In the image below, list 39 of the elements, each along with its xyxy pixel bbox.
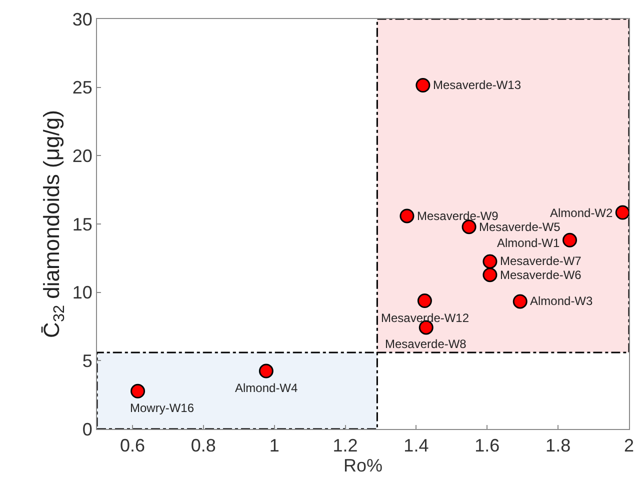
x-tick-label: 1 bbox=[269, 436, 280, 456]
y-tick-label: 25 bbox=[72, 78, 92, 98]
annotation: Almond-W2 bbox=[550, 206, 614, 220]
annotation: Mesaverde-W9 bbox=[417, 209, 499, 223]
x-tick-label: 0.8 bbox=[190, 436, 216, 456]
x-tick-label: 2 bbox=[624, 436, 634, 456]
annotation: Almond-W1 bbox=[497, 236, 560, 250]
y-tick-label: 5 bbox=[82, 350, 92, 371]
x-tick-label: 0.6 bbox=[120, 436, 145, 456]
point bbox=[482, 268, 498, 282]
point bbox=[562, 232, 578, 248]
annotation: Mowry-W16 bbox=[130, 401, 194, 415]
y-tick-label: 10 bbox=[72, 282, 92, 303]
y-tick-label: 30 bbox=[72, 9, 92, 30]
x-tick-label: 1.2 bbox=[332, 436, 358, 456]
point bbox=[462, 220, 476, 234]
y-tick-label: 0 bbox=[82, 419, 92, 440]
x-tick-label: 1.4 bbox=[404, 436, 429, 456]
annotation: Almond-W4 bbox=[235, 381, 298, 395]
y-tick-label: 20 bbox=[72, 146, 92, 166]
annotation: Mesaverde-W13 bbox=[433, 78, 522, 92]
point bbox=[417, 294, 432, 308]
annotation: Mesaverde-W6 bbox=[500, 268, 582, 282]
point bbox=[615, 205, 630, 220]
point bbox=[130, 384, 146, 398]
x-tick-label: 1.6 bbox=[474, 436, 500, 456]
x-tick-label: 1.8 bbox=[546, 436, 571, 456]
annotation: Mesaverde-W5 bbox=[479, 220, 561, 234]
point bbox=[258, 364, 274, 378]
annotation: Almond-W3 bbox=[530, 294, 594, 308]
x-axis-title: Ro% bbox=[343, 456, 383, 476]
y-tick-label: 15 bbox=[72, 214, 92, 234]
annotation: Mesaverde-W12 bbox=[381, 311, 470, 325]
point bbox=[400, 208, 414, 224]
point bbox=[512, 294, 528, 309]
annotation: Mesaverde-W7 bbox=[500, 254, 582, 268]
point bbox=[416, 78, 430, 93]
annotation: Mesaverde-W8 bbox=[385, 337, 467, 351]
point bbox=[482, 254, 498, 269]
